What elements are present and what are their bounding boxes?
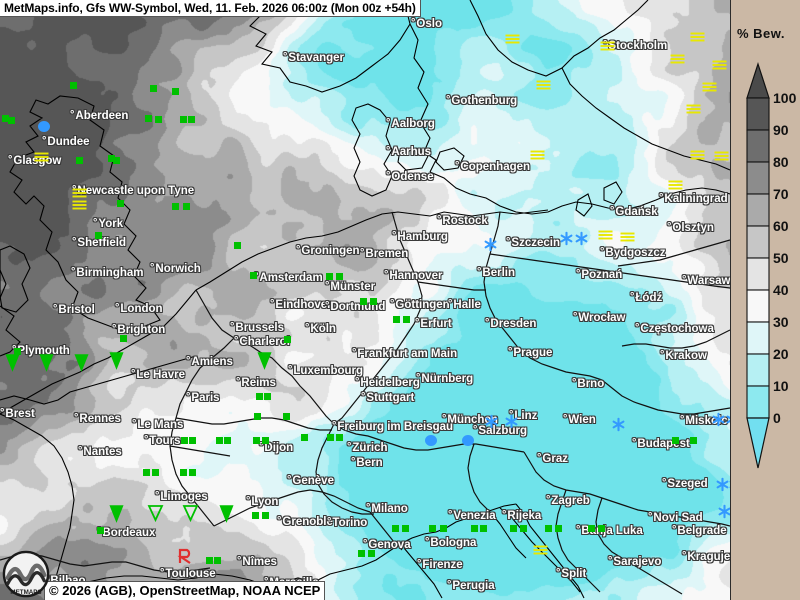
legend-panel: % Bew. 100 90 80 70 60 50 40 30 20 10 0 bbox=[730, 0, 800, 600]
colorbar[interactable]: 100 90 80 70 60 50 40 30 20 10 0 bbox=[743, 58, 797, 478]
colorbar-tick-label: 30 bbox=[773, 314, 789, 330]
colorbar-tick-label: 90 bbox=[773, 122, 789, 138]
colorbar-tick-label: 80 bbox=[773, 154, 789, 170]
attribution-bar: © 2026 (AGB), OpenStreetMap, NOAA NCEP bbox=[44, 581, 326, 600]
colorbar-tick-label: 100 bbox=[773, 90, 797, 106]
colorbar-tick-label: 40 bbox=[773, 282, 789, 298]
legend-title: % Bew. bbox=[737, 26, 786, 41]
map-title-text: MetMaps.info, Gfs WW-Symbol, Wed, 11. Fe… bbox=[4, 1, 416, 15]
colorbar-tick-label: 0 bbox=[773, 410, 781, 426]
coastline-overlay bbox=[0, 0, 730, 599]
colorbar-tick-label: 50 bbox=[773, 250, 789, 266]
colorbar-tick-label: 60 bbox=[773, 218, 789, 234]
attribution-text: © 2026 (AGB), OpenStreetMap, NOAA NCEP bbox=[49, 583, 321, 598]
weather-map[interactable]: °Oslo °Stockholm °Stavanger °Gothenburg °Abe… bbox=[0, 0, 730, 600]
colorbar-gradient bbox=[746, 62, 770, 469]
colorbar-tick-label: 70 bbox=[773, 186, 789, 202]
colorbar-tick-label: 20 bbox=[773, 346, 789, 362]
metmaps-logo-icon[interactable]: METMAPS bbox=[2, 550, 50, 598]
map-title-bar: MetMaps.info, Gfs WW-Symbol, Wed, 11. Fe… bbox=[0, 0, 421, 17]
colorbar-tick-label: 10 bbox=[773, 378, 789, 394]
logo-caption: METMAPS bbox=[10, 589, 41, 596]
